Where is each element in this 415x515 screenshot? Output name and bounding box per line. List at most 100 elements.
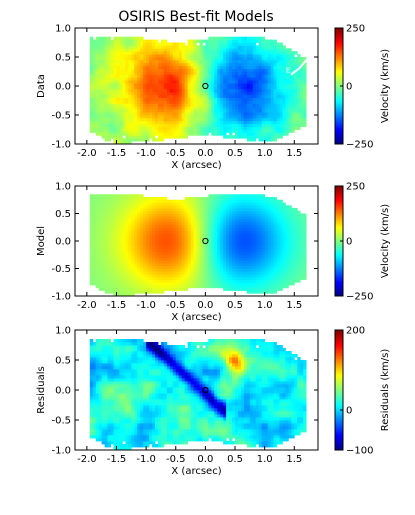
heatmap-cell <box>134 274 138 278</box>
heatmap-cell <box>264 57 269 61</box>
heatmap-cell <box>149 94 153 98</box>
heatmap-cell <box>246 59 251 64</box>
heatmap-cell <box>229 197 233 201</box>
heatmap-cell <box>172 54 177 58</box>
heatmap-cell <box>235 232 239 236</box>
heatmap-cell <box>199 59 203 64</box>
heatmap-cell <box>119 109 123 113</box>
heatmap-cell <box>181 279 186 283</box>
heatmap-cell <box>160 285 165 289</box>
heatmap-cell <box>119 282 123 286</box>
heatmap-cell <box>119 232 123 236</box>
heatmap-cell <box>152 230 156 234</box>
heatmap-cell <box>214 42 218 46</box>
heatmap-cell <box>134 126 138 130</box>
heatmap-cell <box>110 39 114 43</box>
heatmap-cell <box>291 80 295 84</box>
heatmap-cell <box>128 260 132 264</box>
heatmap-cell <box>270 260 274 264</box>
heatmap-cell <box>184 246 189 250</box>
heatmap-cell <box>288 51 292 55</box>
heatmap-cell <box>155 97 159 101</box>
heatmap-cell <box>217 48 221 52</box>
heatmap-cell <box>255 271 260 275</box>
heatmap-cell <box>184 54 189 58</box>
heatmap-cell <box>140 282 144 286</box>
heatmap-cell <box>214 115 218 119</box>
heatmap-cell <box>240 227 245 231</box>
colorbar-segment <box>335 82 343 85</box>
heatmap-cell <box>119 48 123 52</box>
heatmap-cell <box>181 199 186 203</box>
heatmap-cell <box>178 216 183 220</box>
heatmap-cell <box>149 97 153 101</box>
heatmap-cell <box>184 123 189 127</box>
heatmap-cell <box>181 57 186 61</box>
heatmap-cell <box>92 91 97 96</box>
heatmap-cell <box>240 86 245 90</box>
heatmap-cell <box>279 279 283 283</box>
heatmap-cell <box>220 199 224 203</box>
heatmap-cell <box>285 103 289 107</box>
heatmap-cell <box>249 106 254 110</box>
colorbar-segment <box>335 120 343 123</box>
heatmap-cell <box>246 45 251 49</box>
heatmap-cell <box>205 216 209 220</box>
heatmap-cell <box>116 88 120 93</box>
heatmap-cell <box>255 260 260 264</box>
heatmap-cell <box>223 88 227 93</box>
heatmap-cell <box>285 48 289 52</box>
heatmap-cell <box>116 210 120 214</box>
heatmap-cell <box>240 112 245 116</box>
heatmap-cell <box>229 216 233 220</box>
colorbar-segment <box>335 47 343 51</box>
heatmap-cell <box>152 103 156 107</box>
heatmap-cell <box>178 219 183 223</box>
heatmap-cell <box>223 135 227 139</box>
heatmap-cell <box>249 279 254 283</box>
heatmap-cell <box>261 241 266 245</box>
heatmap-cell <box>264 221 269 225</box>
heatmap-cell <box>267 97 271 101</box>
heatmap-cell <box>163 91 168 96</box>
heatmap-cell <box>172 274 177 278</box>
heatmap-cell <box>235 210 239 214</box>
heatmap-cell <box>89 62 94 67</box>
heatmap-cell <box>104 205 108 209</box>
heatmap-cell <box>166 252 171 256</box>
heatmap-cell <box>211 216 215 220</box>
heatmap-cell <box>157 77 162 81</box>
heatmap-cell <box>226 282 230 286</box>
heatmap-cell <box>175 216 180 220</box>
heatmap-cell <box>143 285 147 289</box>
heatmap-cell <box>255 265 260 269</box>
heatmap-cell <box>223 197 227 201</box>
heatmap-cell <box>119 213 123 217</box>
heatmap-cell <box>205 51 209 55</box>
heatmap-cell <box>181 68 186 72</box>
heatmap-cell <box>166 205 171 209</box>
colorbar-segment <box>335 111 343 114</box>
heatmap-cell <box>122 106 126 110</box>
heatmap-cell <box>264 205 269 209</box>
heatmap-cell <box>214 241 218 245</box>
heatmap-cell <box>276 59 280 64</box>
heatmap-cell <box>217 106 221 110</box>
heatmap-cell <box>107 42 111 46</box>
heatmap-cell <box>155 221 159 225</box>
heatmap-cell <box>125 199 129 203</box>
heatmap-cell <box>199 120 203 125</box>
heatmap-cell <box>169 257 174 261</box>
heatmap-cell <box>199 88 203 93</box>
heatmap-cell <box>140 249 144 253</box>
heatmap-cell <box>270 106 274 110</box>
heatmap-cell <box>214 246 218 250</box>
heatmap-cell <box>184 45 189 49</box>
heatmap-cell <box>184 83 189 87</box>
heatmap-cell <box>122 45 126 49</box>
heatmap-cell <box>113 227 117 231</box>
heatmap-cell <box>220 103 224 107</box>
heatmap-cell <box>303 62 307 67</box>
heatmap-cell <box>92 117 97 122</box>
heatmap-cell <box>297 77 301 81</box>
